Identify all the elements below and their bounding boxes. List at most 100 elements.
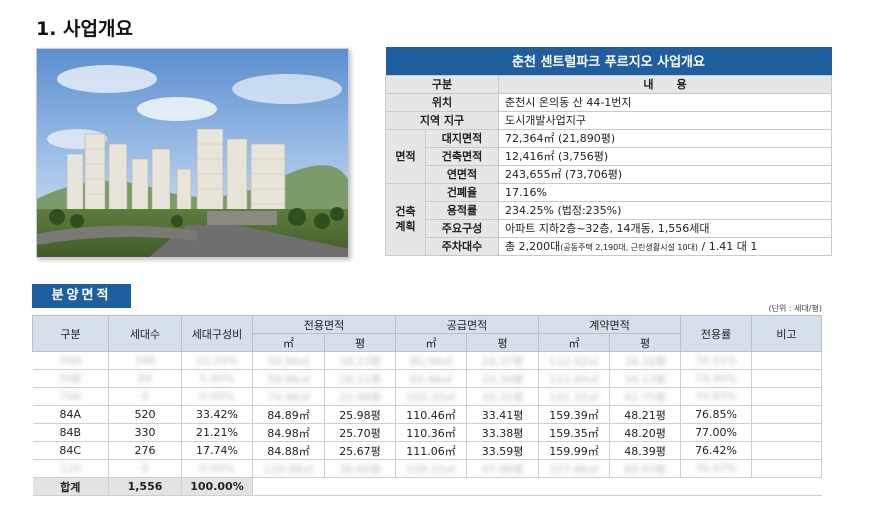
table-cell: 25.98평	[324, 405, 397, 424]
table-cell: 59.86㎡	[252, 369, 325, 388]
table-cell: 30.31평	[466, 387, 540, 406]
table-cell: 0	[108, 387, 182, 406]
col-contract-pyeong: 평	[609, 333, 682, 352]
section-label-sale-area: 분양면적	[32, 284, 131, 308]
district-value: 도시개발사업지구	[498, 110, 832, 130]
table-cell: 330	[108, 423, 182, 442]
table-cell: 276	[108, 441, 182, 460]
table-cell: 84.88㎡	[252, 441, 325, 460]
note-cell	[751, 423, 823, 442]
table-row: 59A 346 22.24% 59.94㎡ 18.13평 80.56㎡ 24.37평 112.…	[32, 351, 823, 370]
table-cell: 159.39㎡	[538, 405, 611, 424]
table-cell: 68.93평	[609, 459, 682, 478]
note-cell	[751, 459, 823, 478]
overview-header-value: 내 용	[498, 74, 832, 94]
col-supply-sqm: ㎡	[395, 333, 468, 352]
parking-main: 총 2,200대	[505, 240, 561, 253]
land-area-label: 대지면적	[425, 128, 499, 148]
table-cell: 76.85%	[680, 405, 753, 424]
total-empty	[252, 477, 822, 496]
apartment-rendering-image	[36, 48, 349, 258]
table-cell: 80.46㎡	[395, 369, 468, 388]
table-cell: 17.74%	[181, 441, 253, 460]
floor-area-value: 243,655㎡ (73,706평)	[498, 164, 832, 184]
table-cell: 74.40%	[680, 369, 753, 388]
coverage-value: 17.16%	[498, 182, 832, 202]
col-efficiency: 전용률	[680, 315, 753, 352]
table-cell: 59B	[32, 369, 109, 388]
table-cell: 158.21㎡	[395, 459, 468, 478]
table-cell: 120.98㎡	[252, 459, 325, 478]
table-cell: 74.83%	[680, 387, 753, 406]
location-label: 위치	[385, 92, 499, 112]
table-row: 84A 520 33.42% 84.89㎡ 25.98평 110.46㎡ 33.41평 159…	[32, 405, 823, 424]
table-cell: 47.86평	[466, 459, 540, 478]
table-cell: 21.21%	[181, 423, 253, 442]
table-row: 120 0 0.00% 120.98㎡ 36.60평 158.21㎡ 47.86평 227.8…	[32, 459, 823, 478]
col-exclusive-area: 전용면적	[251, 315, 397, 334]
note-cell	[751, 441, 823, 460]
coverage-label: 건폐율	[425, 182, 499, 202]
table-cell: 77.00%	[680, 423, 753, 442]
table-cell: 48.39평	[609, 441, 682, 460]
note-cell	[751, 387, 823, 406]
table-cell: 110.36㎡	[395, 423, 468, 442]
table-cell: 48.21평	[609, 405, 682, 424]
table-cell: 74A	[32, 387, 109, 406]
table-cell: 110.46㎡	[395, 405, 468, 424]
table-cell: 36.60평	[324, 459, 397, 478]
table-cell: 42.75평	[609, 387, 682, 406]
table-cell: 0.00%	[181, 387, 253, 406]
table-cell: 112.92㎡	[538, 351, 611, 370]
table-cell: 0	[108, 459, 182, 478]
table-cell: 22.68평	[324, 387, 397, 406]
parking-value: 총 2,200대(공동주택 2,190대, 근린생활시설 10대) / 1.41…	[498, 236, 832, 256]
table-cell: 25.67평	[324, 441, 397, 460]
sale-area-table: 구분 세대수 세대구성비 전용면적 공급면적 계약면적 전용률 비고 ㎡ 평 ㎡…	[32, 315, 823, 496]
table-cell: 76.47%	[680, 459, 753, 478]
col-supply-pyeong: 평	[466, 333, 540, 352]
table-cell: 34.16평	[609, 351, 682, 370]
land-area-value: 72,364㎡ (21,890평)	[498, 128, 832, 148]
table-cell: 5.40%	[181, 369, 253, 388]
table-cell: 159.35㎡	[538, 423, 611, 442]
area-group-label: 면적	[385, 128, 426, 184]
col-contract-sqm: ㎡	[538, 333, 611, 352]
table-row: 84B 330 21.21% 84.98㎡ 25.70평 110.36㎡ 33.38평 159…	[32, 423, 823, 442]
table-cell: 80.56㎡	[395, 351, 468, 370]
location-value: 춘천시 온의동 산 44-1번지	[498, 92, 832, 112]
overview-title: 춘천 센트럴파크 푸르지오 사업개요	[385, 47, 832, 75]
note-cell	[751, 405, 823, 424]
col-households: 세대수	[108, 315, 182, 352]
parking-label: 주차대수	[425, 236, 499, 256]
unit-note: (단위 : 세대/평)	[768, 304, 822, 313]
building-area-value: 12,416㎡ (3,756평)	[498, 146, 832, 166]
table-cell: 24.34평	[466, 369, 540, 388]
table-cell: 76.42%	[680, 441, 753, 460]
table-row: 74A 0 0.00% 74.98㎡ 22.68평 100.20㎡ 30.31평 141.32…	[32, 387, 823, 406]
table-cell: 33.41평	[466, 405, 540, 424]
table-cell: 74.98㎡	[252, 387, 325, 406]
col-contract-area: 계약면적	[538, 315, 682, 334]
table-cell: 227.86㎡	[538, 459, 611, 478]
structure-value: 아파트 지하2층~32층, 14개동, 1,556세대	[498, 218, 832, 238]
table-cell: 33.59평	[466, 441, 540, 460]
table-cell: 346	[108, 351, 182, 370]
table-row: 59B 84 5.40% 59.86㎡ 18.11평 80.46㎡ 24.34평 112.84…	[32, 369, 823, 388]
table-cell: 59A	[32, 351, 109, 370]
table-row: 84C 276 17.74% 84.88㎡ 25.67평 111.06㎡ 33.59평 159…	[32, 441, 823, 460]
table-cell: 84B	[32, 423, 109, 442]
far-value: 234.25% (법정:235%)	[498, 200, 832, 220]
col-type: 구분	[32, 315, 109, 352]
table-cell: 48.20평	[609, 423, 682, 442]
table-cell: 520	[108, 405, 182, 424]
table-cell: 120	[32, 459, 109, 478]
building-area-label: 건축면적	[425, 146, 499, 166]
structure-label: 주요구성	[425, 218, 499, 238]
table-cell: 34.13평	[609, 369, 682, 388]
total-row: 합계 1,556 100.00%	[32, 477, 822, 496]
table-cell: 0.00%	[181, 459, 253, 478]
district-label: 지역 지구	[385, 110, 499, 130]
table-cell: 25.70평	[324, 423, 397, 442]
note-cell	[751, 369, 823, 388]
